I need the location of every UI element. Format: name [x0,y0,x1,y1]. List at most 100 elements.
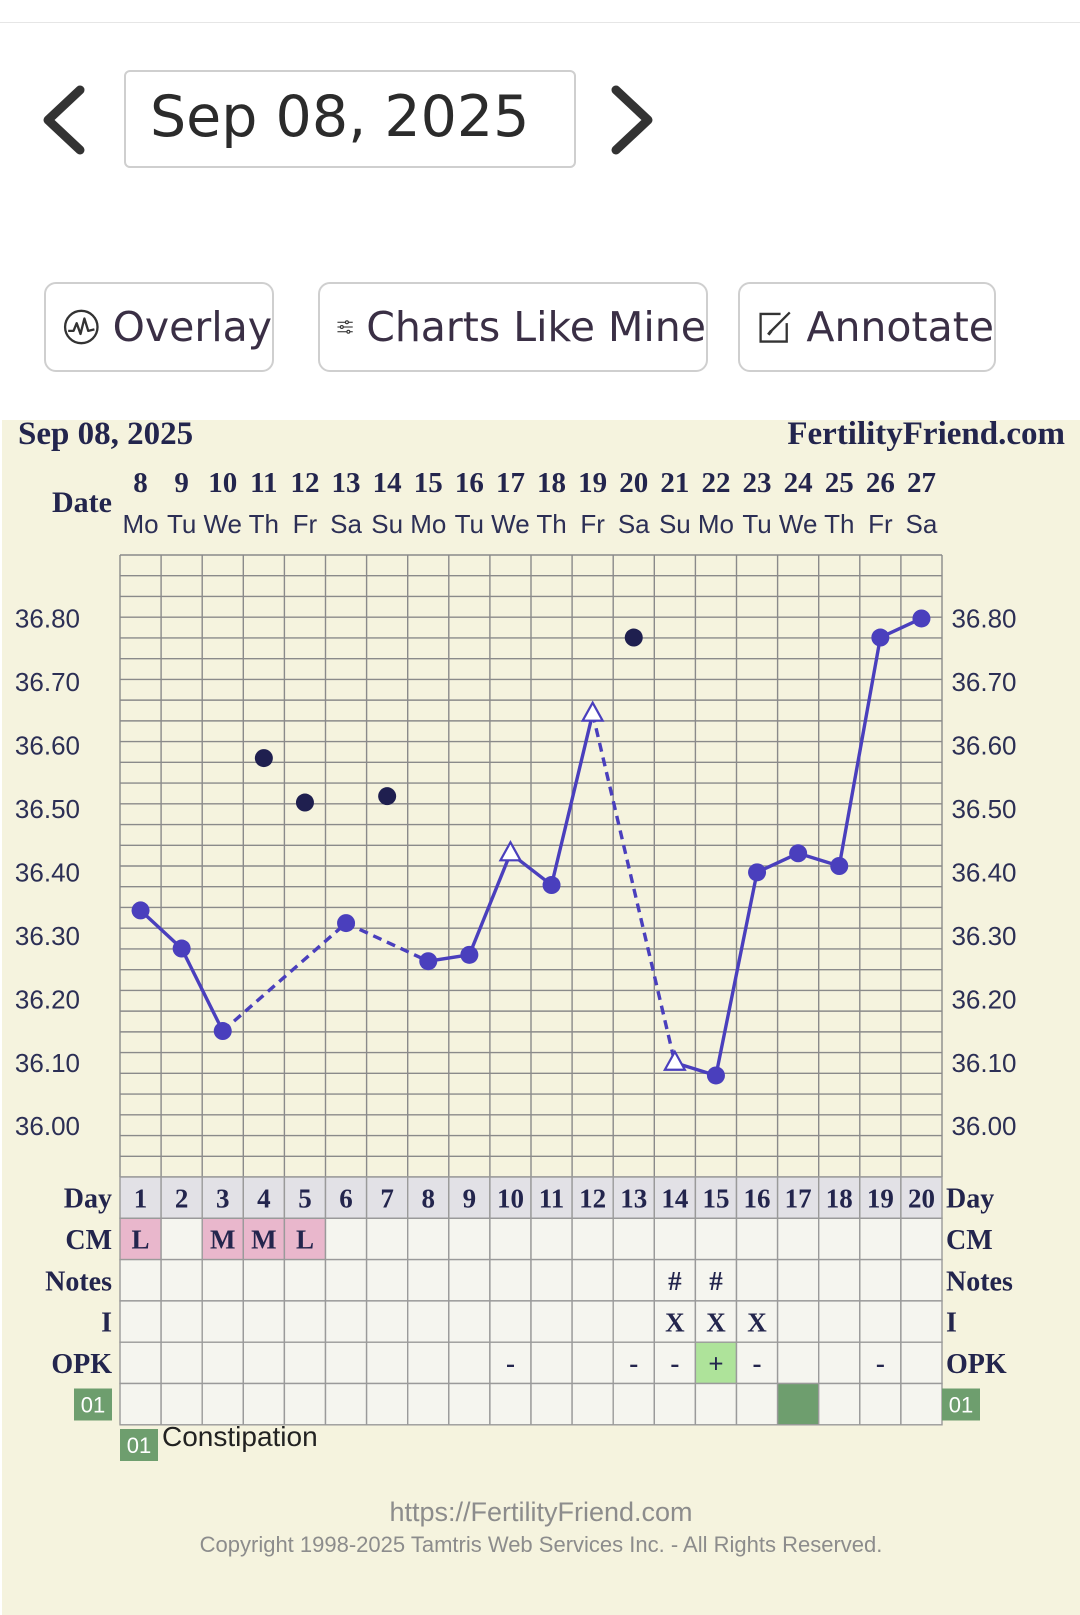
intercourse-cell [283,1300,327,1343]
weekday-label: Su [371,509,403,539]
opk-cell [160,1341,203,1385]
weekday-label: Sa [906,509,938,539]
weekday-label: Fr [580,509,605,539]
opk-cell [407,1341,450,1385]
opk-value: - [629,1349,638,1379]
date-label: 14 [373,467,402,499]
intercourse-cell [407,1300,450,1343]
row-label-right: OPK [946,1349,1007,1380]
overlay-button[interactable]: Overlay [44,282,274,372]
chart-date-title: Sep 08, 2025 [18,420,193,452]
legend-text: Constipation [162,1421,318,1452]
cm-cell [407,1217,450,1261]
cm-cell [489,1217,532,1261]
opk-cell [818,1341,861,1385]
weekday-label: Tu [742,509,771,539]
notes-cell [324,1258,368,1302]
symptom-cell [242,1382,286,1426]
temp-point [419,952,438,971]
y-tick-left: 36.00 [15,1111,80,1141]
y-tick-left: 36.10 [15,1048,80,1078]
date-label: 21 [660,467,689,499]
date-field[interactable]: Sep 08, 2025 [124,70,576,168]
annotate-button[interactable]: Annotate [738,282,996,372]
weekday-label: We [779,509,818,539]
charts-like-mine-button[interactable]: Charts Like Mine [318,282,708,372]
intercourse-cell [242,1300,286,1343]
intercourse-cell [859,1300,902,1343]
cm-value: M [210,1225,235,1255]
temp-line-segment [139,909,183,950]
row-label-left: CM [65,1225,112,1256]
date-label: 23 [743,467,772,499]
opk-cell [365,1341,409,1385]
weekday-label: Sa [330,509,362,539]
temp-line-segment [221,921,348,1033]
discarded-temp-point [295,793,314,812]
opk-value: - [876,1349,885,1379]
opk-cell [448,1341,491,1385]
date-label: 11 [250,467,277,499]
cycle-day-label: 3 [216,1183,230,1213]
weekday-label: Fr [868,509,893,539]
footer-url[interactable]: https://FertilityFriend.com [389,1497,692,1527]
weekday-label: Tu [455,509,484,539]
weekday-label: Mo [410,509,446,539]
y-tick-left: 36.70 [15,667,80,697]
temp-line-segment [345,921,429,963]
symptom-cell [653,1382,697,1426]
cycle-day-label: 1 [134,1183,148,1213]
notes-value: # [668,1266,682,1296]
y-tick-right: 36.30 [951,921,1016,951]
symptom-cell [818,1382,861,1426]
notes-cell [694,1258,738,1302]
opk-cell [530,1341,573,1385]
intercourse-value: X [665,1307,685,1337]
row-label-right: I [946,1308,957,1339]
cm-cell [571,1217,614,1261]
y-tick-right: 36.10 [951,1048,1016,1078]
legend-code-badge [120,1429,158,1461]
temp-point-open [498,840,523,862]
opk-cell [283,1341,327,1385]
opk-value: - [753,1349,762,1379]
y-tick-right: 36.40 [951,857,1016,887]
notes-cell [612,1258,656,1302]
day-cell [242,1176,286,1219]
notes-cell [407,1258,450,1302]
chart-site-title: FertilityFriend.com [787,420,1065,452]
day-cell [160,1176,203,1219]
opk-cell [571,1341,614,1385]
discarded-temp-point [378,787,397,806]
weekday-label: We [491,509,530,539]
y-tick-right: 36.50 [951,794,1016,824]
cycle-day-label: 9 [463,1183,477,1213]
previous-date-arrow-icon[interactable] [38,80,98,160]
date-row-label: Date [52,486,112,519]
weekday-label: We [203,509,242,539]
temp-point [337,914,356,933]
chart-panel: Sep 08, 2025 FertilityFriend.com Date 1 2… [2,420,1080,1615]
y-tick-right: 36.60 [951,730,1016,760]
date-label: 20 [619,467,648,499]
temp-point [213,1022,232,1041]
symptom-cell [571,1382,614,1426]
date-label: 22 [701,467,730,499]
y-tick-left: 36.50 [15,794,80,824]
symptom-cell [489,1382,532,1426]
temp-point [912,609,931,628]
weekday-label: Th [824,509,854,539]
weekday-label: Mo [698,509,734,539]
temp-point [172,939,191,958]
opk-cell [900,1341,943,1385]
intercourse-cell [365,1300,409,1343]
cycle-day-label: 16 [744,1183,771,1213]
next-date-arrow-icon[interactable] [600,80,660,160]
discarded-temp-point [254,749,273,768]
date-label: 10 [208,467,237,499]
opk-value: + [708,1349,723,1379]
notes-cell [283,1258,327,1302]
overlay-label: Overlay [112,303,272,351]
date-label: 13 [332,467,361,499]
weekday-label: Th [249,509,279,539]
